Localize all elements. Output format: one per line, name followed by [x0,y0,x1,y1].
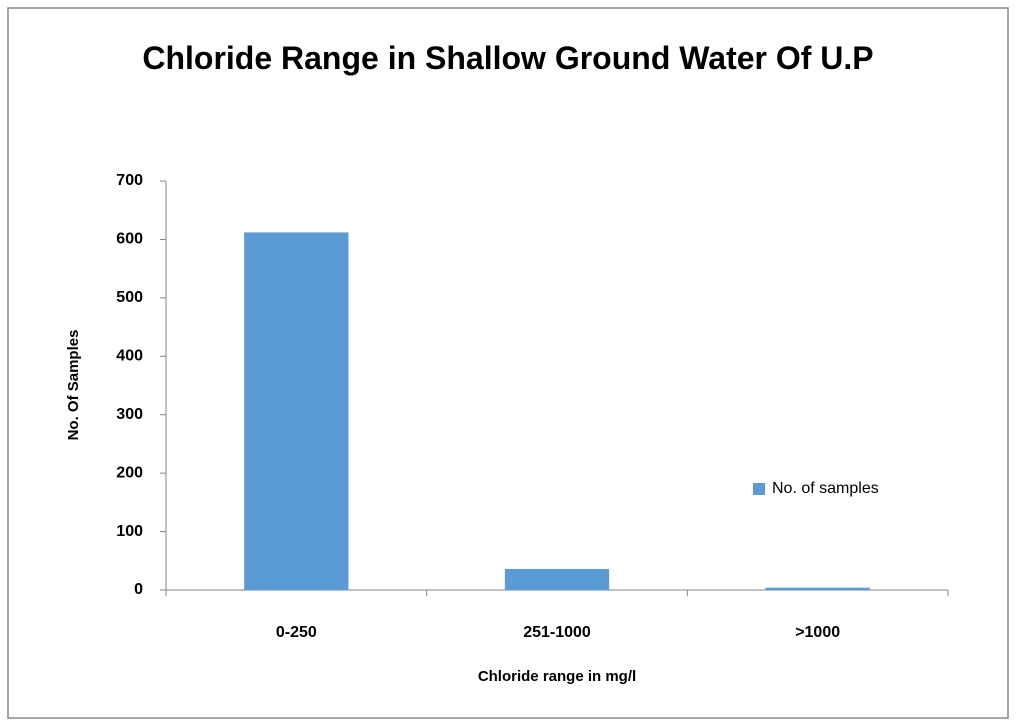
x-axis-title: Chloride range in mg/l [478,668,636,685]
legend-swatch [753,483,765,495]
y-tick-label: 400 [116,348,143,365]
chart-title: Chloride Range in Shallow Ground Water O… [142,40,874,76]
y-axis-title: No. Of Samples [65,330,82,441]
y-tick-label: 0 [134,581,143,598]
y-tick-label: 600 [116,231,143,248]
chart-border [7,7,1009,719]
y-tick-label: 700 [116,172,143,189]
y-tick-label: 500 [116,289,143,306]
x-tick-label: 0-250 [276,624,317,641]
x-tick-label: >1000 [795,624,840,641]
x-tick-label: 251-1000 [523,624,591,641]
y-tick-label: 200 [116,464,143,481]
bar [504,568,610,590]
y-tick-label: 300 [116,406,143,423]
bar [244,232,349,590]
legend-label: No. of samples [772,480,879,497]
bar [765,587,870,590]
y-tick-label: 100 [116,523,143,540]
